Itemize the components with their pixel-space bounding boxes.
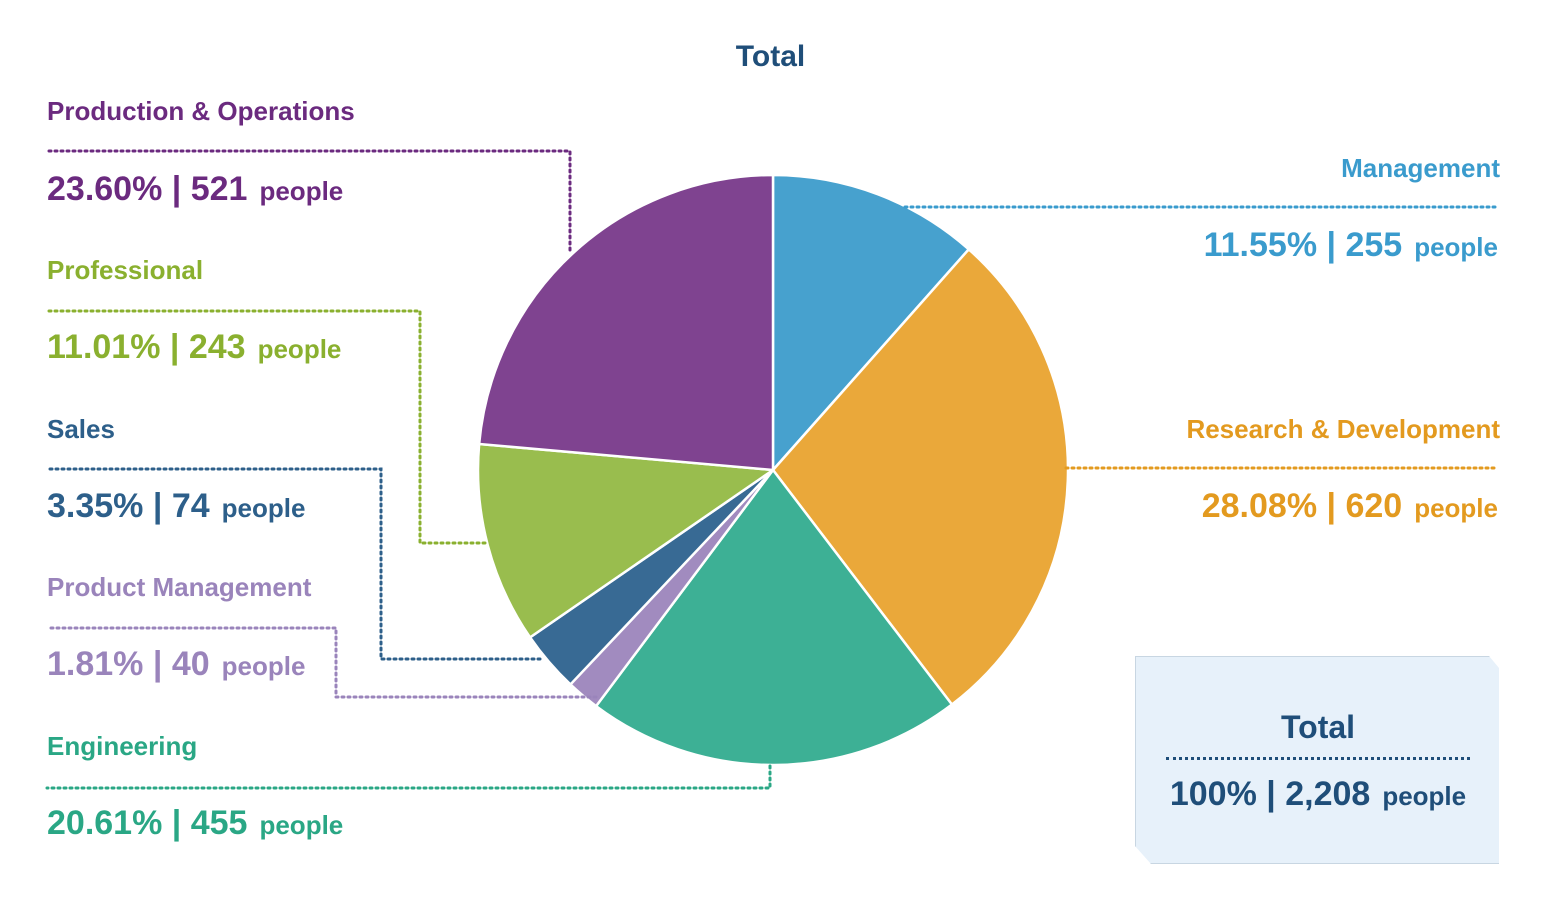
leader-line-production-operations	[45, 149, 572, 252]
leader-line-product-management	[45, 626, 598, 699]
value-product-management: 1.81% | 40 people	[47, 645, 306, 683]
label-professional: Professional	[47, 255, 204, 285]
label-research-development: Research & Development	[1186, 414, 1500, 444]
value-research-development: 28.08% | 620 people	[1201, 487, 1498, 525]
total-value: 100% | 2,208 people	[1169, 775, 1467, 813]
pie-slice-engineering	[594, 468, 954, 767]
percent-product-management: 1.81% | 40	[47, 645, 210, 683]
leader-line-sales	[45, 467, 542, 661]
percent-professional: 11.01% | 243	[47, 328, 246, 366]
leader-line-professional	[45, 309, 487, 545]
value-sales: 3.35% | 74 people	[47, 487, 306, 525]
percent-engineering: 20.61% | 455	[47, 804, 248, 842]
value-production-operations: 23.60% | 521 people	[47, 170, 344, 208]
total-label: Total	[1280, 709, 1356, 745]
label-engineering: Engineering	[47, 731, 198, 761]
value-management: 11.55% | 255 people	[1203, 226, 1498, 264]
pie-slice-management	[771, 173, 971, 472]
chart-title: Total	[735, 40, 806, 73]
label-production-operations: Production & Operations	[47, 96, 355, 126]
pie-slice-research-development	[771, 248, 1070, 706]
label-sales: Sales	[47, 414, 115, 444]
label-management: Management	[1341, 153, 1500, 183]
percent-research-development: 28.08% | 620	[1201, 487, 1403, 525]
value-professional: 11.01% | 243 people	[47, 328, 342, 366]
percent-production-operations: 23.60% | 521	[47, 170, 248, 208]
label-product-management: Product Management	[47, 572, 312, 602]
total-summary-box: Total 100% | 2,208 people	[1135, 656, 1499, 864]
total-percent-count: 100% | 2,208	[1169, 775, 1371, 813]
pie-slice-production-operations	[477, 173, 775, 472]
leader-line-engineering	[45, 764, 772, 790]
percent-management: 11.55% | 255	[1203, 226, 1403, 264]
pie-slice-professional	[476, 442, 775, 639]
value-engineering: 20.61% | 455 people	[47, 804, 344, 842]
total-divider	[1166, 757, 1470, 760]
percent-sales: 3.35% | 74	[47, 487, 210, 525]
